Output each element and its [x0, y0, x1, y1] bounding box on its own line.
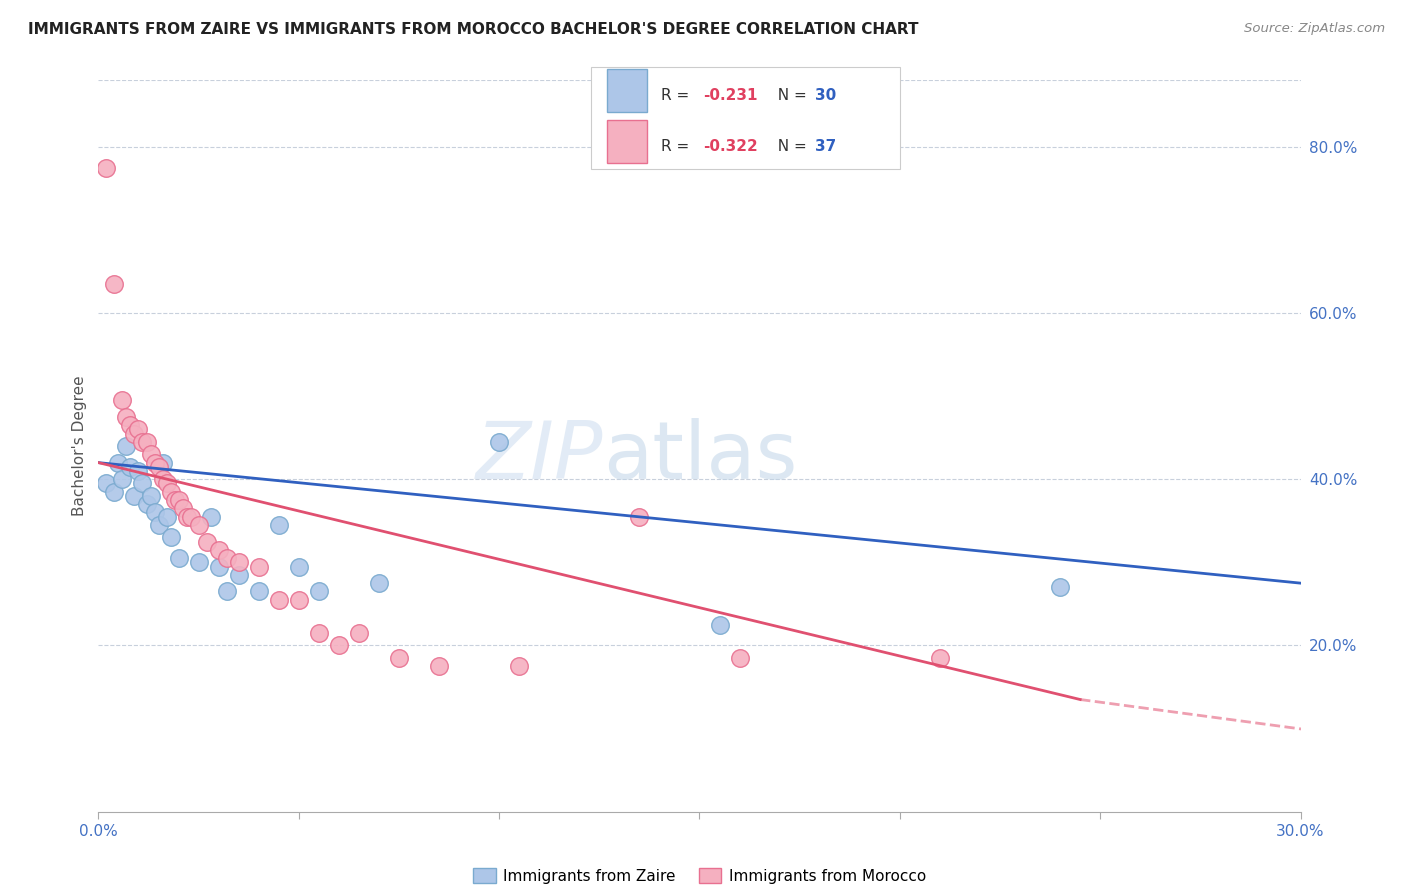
Point	[308, 584, 330, 599]
Text: Source: ZipAtlas.com: Source: ZipAtlas.com	[1244, 22, 1385, 36]
Text: -0.322: -0.322	[703, 139, 758, 154]
Point	[228, 555, 250, 569]
Point	[200, 509, 222, 524]
Point	[135, 497, 157, 511]
Point	[131, 476, 153, 491]
Point	[208, 542, 231, 557]
Point	[155, 509, 177, 524]
Point	[267, 518, 290, 533]
Point	[143, 456, 166, 470]
Point	[96, 161, 118, 175]
Point	[267, 592, 290, 607]
Point	[107, 456, 129, 470]
Text: N =: N =	[768, 88, 811, 103]
Point	[488, 434, 510, 449]
Point	[152, 472, 174, 486]
Point	[728, 651, 751, 665]
Point	[215, 551, 238, 566]
Text: -0.231: -0.231	[703, 88, 758, 103]
Point	[124, 426, 146, 441]
Text: 30: 30	[815, 88, 837, 103]
Text: IMMIGRANTS FROM ZAIRE VS IMMIGRANTS FROM MOROCCO BACHELOR'S DEGREE CORRELATION C: IMMIGRANTS FROM ZAIRE VS IMMIGRANTS FROM…	[28, 22, 918, 37]
Text: R =: R =	[661, 139, 695, 154]
Point	[120, 418, 142, 433]
Point	[148, 459, 170, 474]
Point	[128, 422, 150, 436]
Point	[187, 555, 209, 569]
Point	[508, 659, 530, 673]
Legend: Immigrants from Zaire, Immigrants from Morocco: Immigrants from Zaire, Immigrants from M…	[468, 863, 931, 888]
Point	[180, 509, 202, 524]
Point	[115, 439, 138, 453]
Point	[208, 559, 231, 574]
Point	[368, 576, 391, 591]
Point	[139, 447, 162, 461]
Point	[628, 509, 651, 524]
Point	[709, 617, 731, 632]
Point	[247, 584, 270, 599]
Point	[103, 484, 125, 499]
Point	[103, 277, 125, 291]
Point	[167, 493, 190, 508]
Point	[288, 592, 311, 607]
Point	[148, 518, 170, 533]
Point	[139, 489, 162, 503]
Text: atlas: atlas	[603, 418, 797, 496]
Text: R =: R =	[661, 88, 695, 103]
Point	[124, 489, 146, 503]
Point	[135, 434, 157, 449]
Point	[328, 639, 350, 653]
Point	[167, 551, 190, 566]
Point	[159, 530, 181, 544]
Point	[131, 434, 153, 449]
Point	[215, 584, 238, 599]
Point	[159, 484, 181, 499]
Y-axis label: Bachelor's Degree: Bachelor's Degree	[72, 376, 87, 516]
Text: N =: N =	[768, 139, 811, 154]
Point	[929, 651, 952, 665]
Point	[152, 456, 174, 470]
Point	[176, 509, 198, 524]
Point	[163, 493, 186, 508]
Point	[247, 559, 270, 574]
Point	[388, 651, 411, 665]
Point	[143, 506, 166, 520]
Point	[288, 559, 311, 574]
Point	[228, 567, 250, 582]
Point	[111, 393, 134, 408]
Point	[128, 464, 150, 478]
Point	[1049, 580, 1071, 594]
Point	[172, 501, 194, 516]
Point	[120, 459, 142, 474]
Point	[308, 626, 330, 640]
Point	[111, 472, 134, 486]
Point	[155, 476, 177, 491]
Point	[96, 476, 118, 491]
Point	[195, 534, 218, 549]
Text: ZIP: ZIP	[477, 418, 603, 496]
Point	[347, 626, 370, 640]
Text: 37: 37	[815, 139, 837, 154]
Point	[427, 659, 450, 673]
Point	[115, 409, 138, 424]
Point	[187, 518, 209, 533]
